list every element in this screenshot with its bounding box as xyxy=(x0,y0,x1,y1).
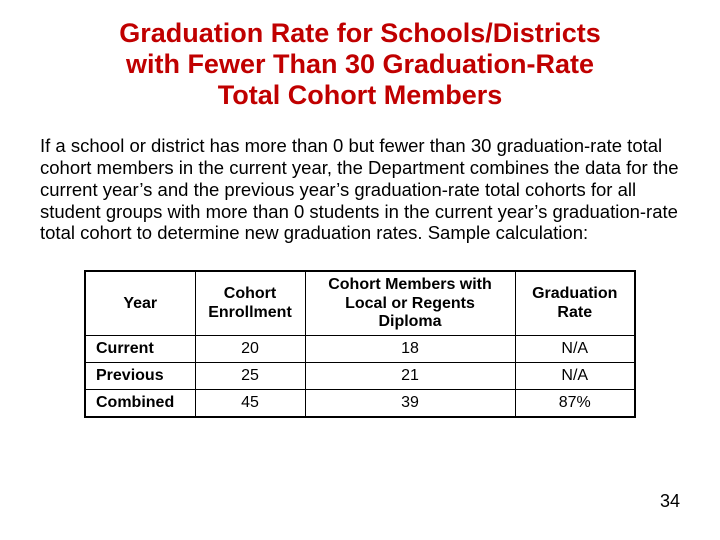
cell-year: Combined xyxy=(85,390,195,418)
cell-year: Previous xyxy=(85,363,195,390)
title-line-2: with Fewer Than 30 Graduation-Rate xyxy=(126,49,594,79)
table-row: Combined 45 39 87% xyxy=(85,390,635,418)
title-line-3: Total Cohort Members xyxy=(218,80,503,110)
cell-year: Current xyxy=(85,336,195,363)
cell-rate: 87% xyxy=(515,390,635,418)
table-row: Current 20 18 N/A xyxy=(85,336,635,363)
cell-members: 21 xyxy=(305,363,515,390)
table-row: Previous 25 21 N/A xyxy=(85,363,635,390)
table-header-row: Year Cohort Enrollment Cohort Members wi… xyxy=(85,271,635,336)
cell-rate: N/A xyxy=(515,336,635,363)
cell-enrollment: 45 xyxy=(195,390,305,418)
table-container: Year Cohort Enrollment Cohort Members wi… xyxy=(40,270,680,418)
page-title: Graduation Rate for Schools/Districts wi… xyxy=(60,18,660,111)
cell-rate: N/A xyxy=(515,363,635,390)
cell-members: 39 xyxy=(305,390,515,418)
col-header-members: Cohort Members with Local or Regents Dip… xyxy=(305,271,515,336)
body-paragraph: If a school or district has more than 0 … xyxy=(40,135,680,244)
cell-members: 18 xyxy=(305,336,515,363)
col-header-enrollment: Cohort Enrollment xyxy=(195,271,305,336)
page-number: 34 xyxy=(660,491,680,512)
col-header-rate: Graduation Rate xyxy=(515,271,635,336)
cell-enrollment: 20 xyxy=(195,336,305,363)
col-header-year: Year xyxy=(85,271,195,336)
cell-enrollment: 25 xyxy=(195,363,305,390)
cohort-table: Year Cohort Enrollment Cohort Members wi… xyxy=(84,270,636,418)
title-line-1: Graduation Rate for Schools/Districts xyxy=(119,18,601,48)
